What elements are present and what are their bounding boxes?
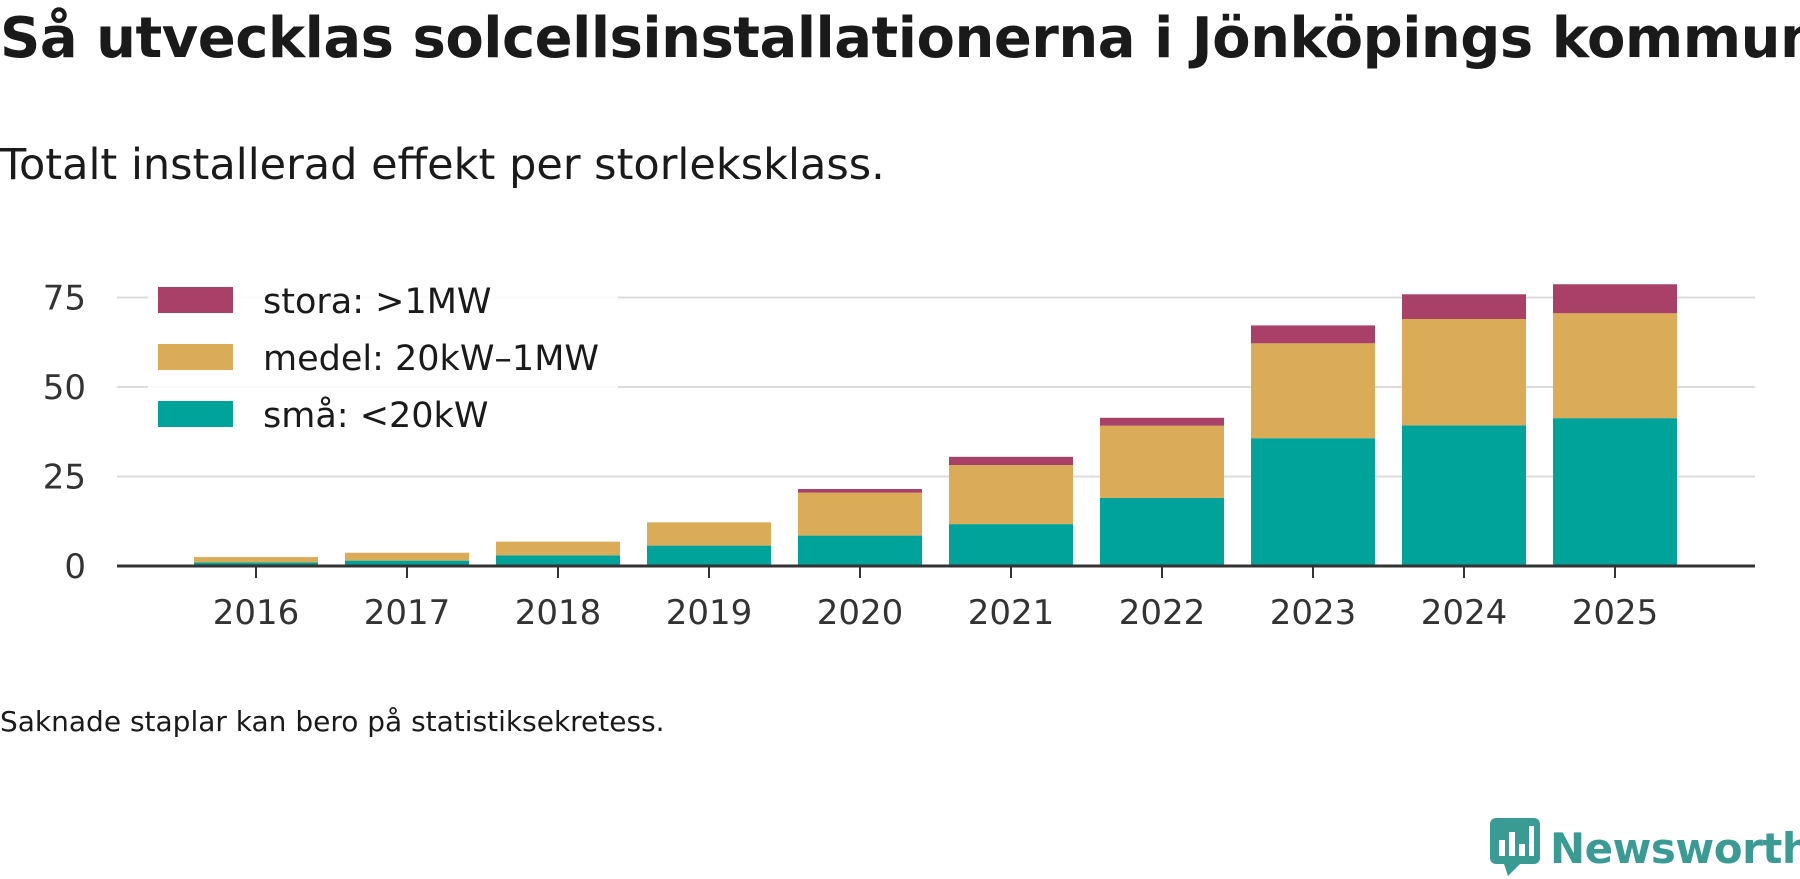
y-tick-label: 50: [43, 368, 86, 408]
bar-segment: [1251, 343, 1375, 439]
bar-segment: [496, 541, 620, 556]
x-tick-label: 2018: [515, 593, 602, 633]
axes: 0 25 50 75 2016 2017 2018 2019 2020 2021 2022 2023 2…: [43, 279, 1755, 633]
bar-segment: [1553, 313, 1677, 419]
bar-segment: [345, 552, 469, 561]
x-tick-label: 2017: [364, 593, 451, 633]
bar-segment: [1402, 318, 1526, 426]
legend-swatch: [158, 287, 233, 313]
bar-segment: [949, 456, 1073, 466]
bar-segment: [1100, 497, 1224, 566]
y-tick-label: 0: [64, 547, 86, 587]
bar-segment: [1100, 417, 1224, 426]
bar-segment: [1402, 294, 1526, 319]
bar-segment: [647, 545, 771, 566]
bar-segment: [949, 465, 1073, 525]
footnote: Saknade staplar kan bero på statistiksek…: [0, 705, 665, 738]
x-tick-label: 2019: [666, 593, 753, 633]
bar-segment: [647, 522, 771, 546]
bar-segment: [949, 524, 1073, 566]
bar-segment: [1553, 418, 1677, 566]
legend: stora: >1MW medel: 20kW–1MW små: <20kW: [148, 276, 618, 436]
chart-subtitle: Totalt installerad effekt per storlekskl…: [0, 140, 885, 190]
chart-title: Så utvecklas solcellsinstallationerna i …: [0, 6, 1800, 71]
bar-segment: [1553, 284, 1677, 314]
bar-segment: [1251, 438, 1375, 566]
legend-label: medel: 20kW–1MW: [263, 339, 599, 379]
y-tick-label: 25: [43, 458, 86, 498]
brand-name: Newsworthy: [1550, 823, 1800, 873]
bar-segment: [1402, 425, 1526, 566]
brand[interactable]: Newsworthy: [1490, 818, 1800, 878]
bar-segment: [194, 562, 318, 566]
bar-segment: [1100, 425, 1224, 498]
bar-segment: [798, 492, 922, 536]
legend-label: små: <20kW: [263, 395, 488, 436]
legend-label: stora: >1MW: [263, 282, 492, 322]
bar-segment: [1251, 325, 1375, 344]
x-tick-label: 2016: [213, 593, 300, 633]
bar-segment: [194, 557, 318, 563]
x-tick-label: 2024: [1421, 593, 1508, 633]
x-tick-label: 2022: [1119, 593, 1206, 633]
x-tick-label: 2021: [968, 593, 1055, 633]
x-tick-label: 2020: [817, 593, 904, 633]
bar-segment: [798, 535, 922, 566]
y-tick-label: 75: [43, 279, 86, 319]
bar-segment: [345, 560, 469, 566]
bar-segment: [496, 555, 620, 566]
legend-swatch: [158, 344, 233, 370]
x-tick-label: 2023: [1270, 593, 1357, 633]
bar-segment: [798, 489, 922, 493]
newsworthy-logo-icon: [1490, 818, 1540, 876]
legend-swatch: [158, 401, 233, 427]
stacked-bar-chart: 0 25 50 75 2016 2017 2018 2019 2020 2021 2022 2023 2…: [42, 276, 1755, 633]
bars: [194, 284, 1677, 566]
x-tick-label: 2025: [1572, 593, 1659, 633]
